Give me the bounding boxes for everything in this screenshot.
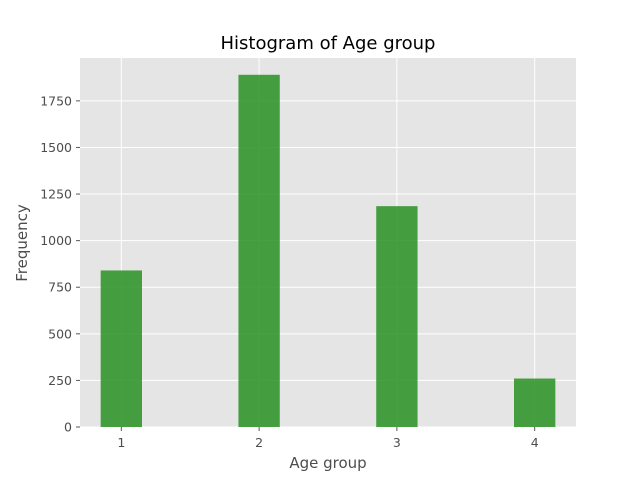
x-axis-ticks: 1 2 3 4 xyxy=(117,427,539,450)
x-tick-label: 4 xyxy=(531,435,539,450)
bar-age-group-1 xyxy=(100,270,142,427)
bar-age-group-4 xyxy=(514,378,556,427)
y-axis-ticks: 0 250 500 750 1000 1250 1500 1750 xyxy=(40,93,80,435)
chart-title: Histogram of Age group xyxy=(221,33,436,54)
bar-age-group-2 xyxy=(238,74,280,427)
plot-area xyxy=(80,58,576,427)
y-tick-label: 1000 xyxy=(40,233,72,248)
y-tick-label: 1250 xyxy=(40,187,72,202)
bar-age-group-3 xyxy=(376,206,418,427)
y-tick-label: 750 xyxy=(48,280,72,295)
y-tick-label: 1750 xyxy=(40,93,72,108)
x-axis-label: Age group xyxy=(289,454,366,472)
bars xyxy=(100,74,556,427)
y-tick-label: 1500 xyxy=(40,140,72,155)
y-tick-label: 500 xyxy=(48,326,72,341)
x-tick-label: 3 xyxy=(393,435,401,450)
y-tick-label: 0 xyxy=(64,420,72,435)
x-tick-label: 2 xyxy=(255,435,263,450)
y-axis-label: Frequency xyxy=(13,204,31,282)
y-tick-label: 250 xyxy=(48,373,72,388)
x-tick-label: 1 xyxy=(117,435,125,450)
